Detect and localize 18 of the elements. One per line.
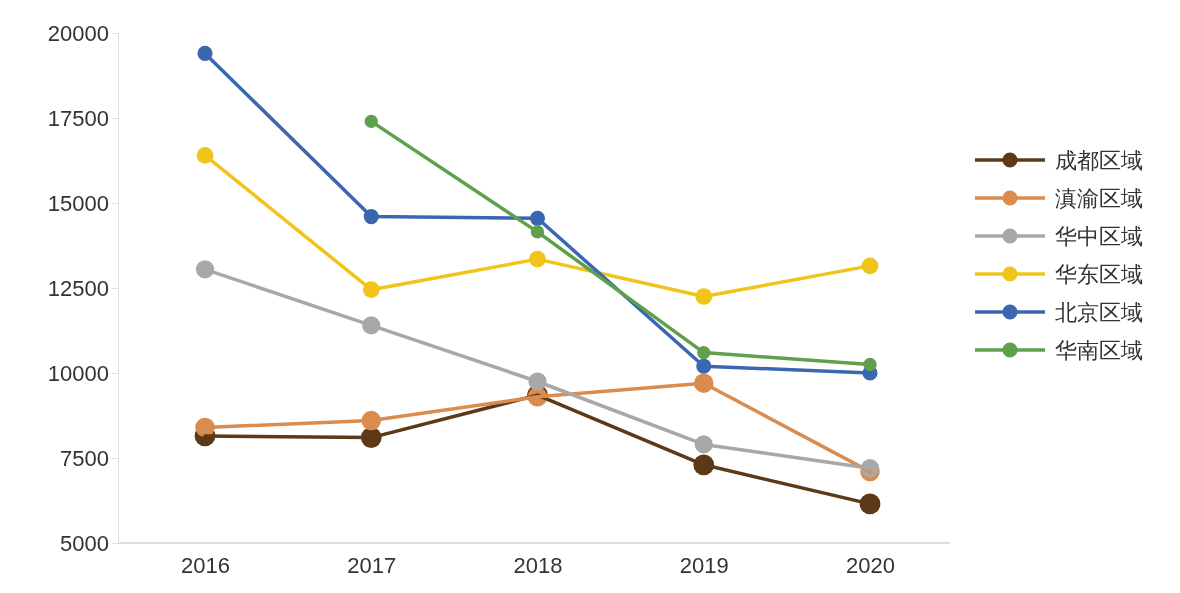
legend-label: 北京区域 <box>1055 299 1143 325</box>
y-tick-label: 7500 <box>60 445 109 471</box>
legend-label: 华南区域 <box>1055 337 1143 363</box>
y-tick-label: 17500 <box>47 105 109 131</box>
x-tick-label: 2016 <box>181 552 230 578</box>
x-tick-label: 2018 <box>513 552 563 578</box>
y-tick-label: 10000 <box>47 360 109 386</box>
x-tick-label: 2017 <box>347 552 397 578</box>
y-tick-label: 20000 <box>47 20 109 46</box>
y-tick-label: 12500 <box>47 275 109 301</box>
legend-label: 成都区域 <box>1055 147 1143 173</box>
legend-label: 滇渝区域 <box>1055 185 1143 211</box>
legend-label: 华东区域 <box>1055 261 1143 287</box>
legend-label: 华中区域 <box>1055 223 1143 249</box>
x-tick-label: 2019 <box>679 552 729 578</box>
y-tick-label: 15000 <box>47 190 109 216</box>
x-tick-label: 2020 <box>846 552 895 578</box>
y-tick-label: 5000 <box>60 530 109 556</box>
